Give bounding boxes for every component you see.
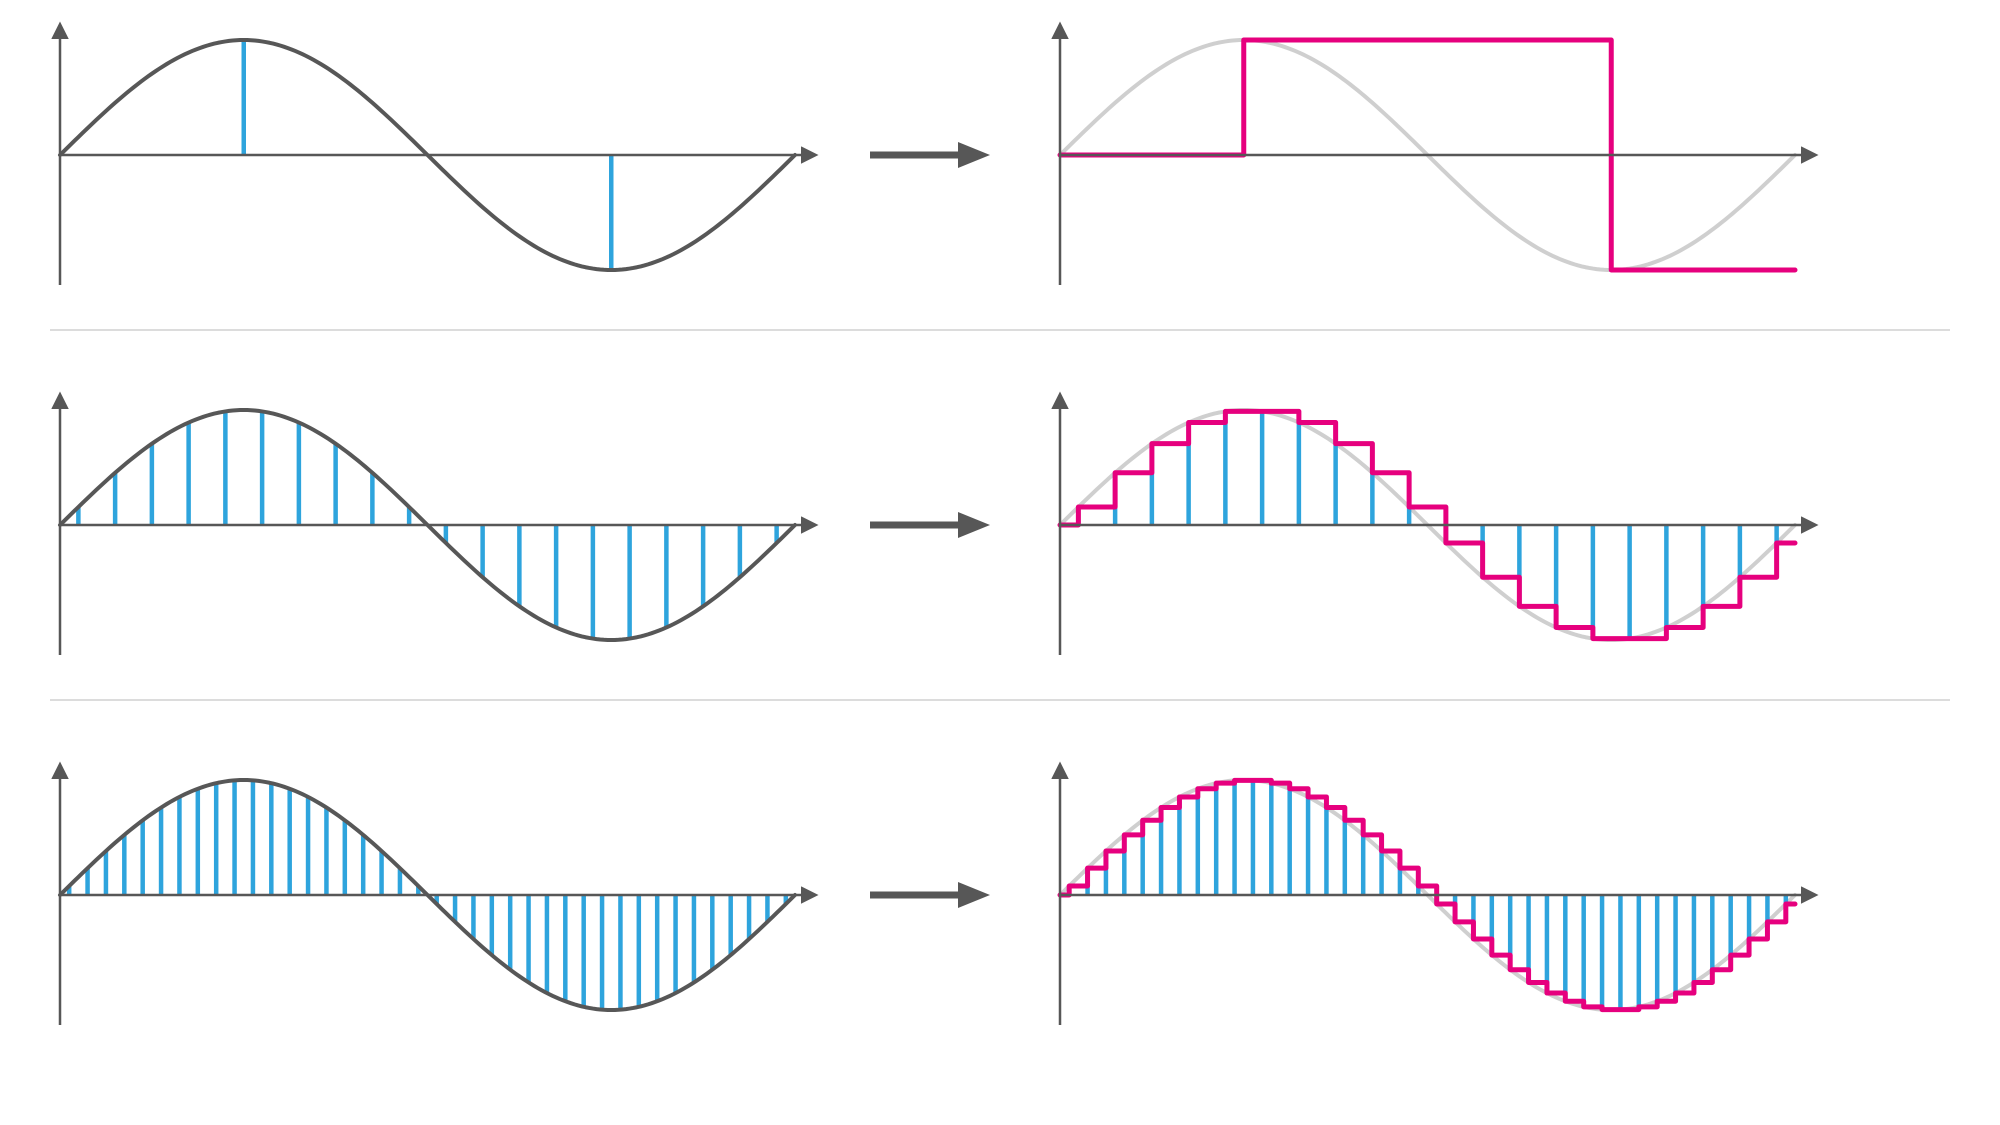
left-panel bbox=[60, 765, 815, 1025]
transform-arrow bbox=[870, 882, 990, 908]
right-panel bbox=[1060, 765, 1815, 1025]
right-panel bbox=[1060, 395, 1815, 655]
diagram-canvas bbox=[0, 0, 2000, 1125]
left-panel bbox=[60, 25, 815, 285]
right-panel bbox=[1060, 25, 1815, 285]
transform-arrow bbox=[870, 142, 990, 168]
diagram-svg bbox=[0, 0, 2000, 1125]
transform-arrow bbox=[870, 512, 990, 538]
left-panel bbox=[60, 395, 815, 655]
